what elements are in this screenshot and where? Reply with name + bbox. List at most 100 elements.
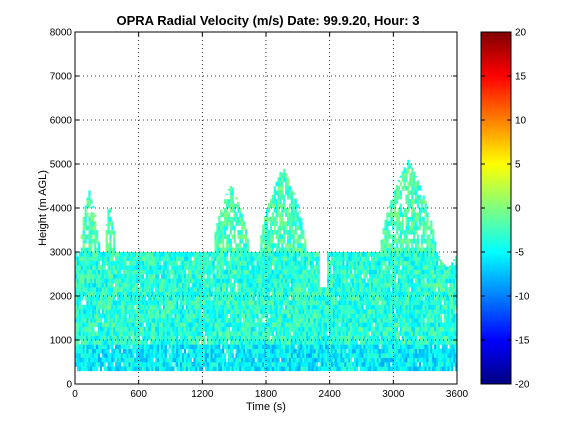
heatmap-cell (244, 274, 248, 279)
heatmap-cell (76, 362, 80, 367)
heatmap-cell (336, 269, 339, 275)
heatmap-cell (357, 322, 360, 328)
heatmap-cell (120, 296, 124, 301)
heatmap-cell (82, 282, 85, 288)
heatmap-cell (390, 340, 393, 345)
heatmap-cell (195, 309, 198, 314)
heatmap-cell (283, 260, 286, 266)
heatmap-cell (342, 335, 345, 341)
heatmap-cell (181, 260, 185, 266)
heatmap-cell (101, 322, 104, 328)
heatmap-cell (308, 353, 311, 358)
heatmap-cell (264, 353, 267, 358)
heatmap-cell (334, 300, 337, 306)
heatmap-cell (279, 256, 282, 262)
heatmap-cell (348, 362, 351, 367)
heatmap-cell (86, 269, 89, 275)
heatmap-cell (330, 322, 334, 328)
heatmap-cell (136, 282, 139, 288)
heatmap-cell (346, 256, 349, 262)
heatmap-cell (231, 234, 234, 240)
heatmap-cell (313, 318, 316, 323)
heatmap-cell (392, 287, 395, 292)
heatmap-cell (176, 322, 179, 328)
heatmap-cell (94, 256, 97, 262)
heatmap-cell (336, 309, 339, 314)
heatmap-cell (315, 326, 318, 332)
heatmap-cell (90, 326, 93, 332)
heatmap-cell (99, 304, 103, 310)
heatmap-cell (380, 362, 383, 367)
heatmap-cell (283, 252, 286, 257)
heatmap-cell (285, 186, 288, 191)
heatmap-cell (361, 287, 364, 292)
heatmap-cell (294, 260, 297, 266)
heatmap-cell (342, 326, 345, 332)
heatmap-cell (365, 344, 368, 350)
heatmap-cell (317, 331, 320, 336)
heatmap-cell (397, 252, 400, 257)
heatmap-cell (151, 348, 154, 354)
heatmap-cell (384, 256, 387, 262)
heatmap-cell (197, 348, 200, 354)
heatmap-cell (397, 234, 400, 240)
heatmap-cell (348, 313, 351, 319)
heatmap-cell (153, 335, 156, 341)
heatmap-cell (130, 256, 133, 262)
heatmap-cell (264, 260, 267, 266)
heatmap-cell (382, 274, 385, 279)
heatmap-cell (281, 274, 284, 279)
heatmap-cell (147, 269, 150, 275)
heatmap-cell (367, 318, 370, 323)
heatmap-cell (338, 265, 341, 270)
heatmap-cell (369, 309, 372, 314)
heatmap-cell (350, 318, 353, 323)
heatmap-cell (374, 348, 378, 354)
heatmap-cell (384, 219, 387, 222)
heatmap-cell (202, 269, 206, 275)
heatmap-cell (231, 187, 234, 191)
heatmap-cell (294, 287, 297, 292)
heatmap-cell (271, 344, 274, 350)
heatmap-cell (193, 340, 196, 345)
heatmap-cell (304, 309, 307, 314)
heatmap-cell (223, 247, 227, 253)
heatmap-cell (254, 287, 257, 292)
heatmap-cell (264, 274, 267, 279)
heatmap-cell (120, 309, 124, 314)
heatmap-cell (306, 322, 309, 328)
heatmap-cell (241, 353, 244, 358)
heatmap-cell (266, 340, 269, 345)
heatmap-cell (220, 278, 223, 284)
heatmap-cell (244, 269, 248, 275)
heatmap-cell (124, 300, 127, 306)
heatmap-cell (244, 256, 248, 262)
heatmap-cell (166, 335, 169, 341)
heatmap-cell (281, 260, 284, 266)
heatmap-cell (170, 326, 173, 332)
heatmap-cell (288, 225, 292, 231)
heatmap-cell (271, 313, 274, 319)
heatmap-cell (317, 322, 320, 328)
heatmap-cell (338, 287, 341, 292)
heatmap-cell (315, 256, 318, 262)
heatmap-cell (355, 274, 358, 279)
heatmap-cell (248, 313, 252, 319)
heatmap-cell (277, 234, 280, 240)
heatmap-cell (281, 177, 284, 182)
heatmap-cell (304, 357, 307, 363)
heatmap-cell (292, 296, 295, 301)
heatmap-cell (283, 287, 286, 292)
heatmap-cell (105, 331, 108, 336)
heatmap-cell (397, 212, 400, 218)
heatmap-cell (281, 335, 284, 341)
heatmap-cell (367, 304, 370, 310)
heatmap-cell (330, 278, 334, 284)
heatmap-cell (180, 252, 183, 257)
heatmap-cell (372, 291, 376, 297)
heatmap-cell (359, 296, 362, 301)
heatmap-cell (162, 313, 166, 319)
heatmap-cell (300, 296, 303, 301)
heatmap-cell (117, 331, 120, 336)
heatmap-cell (206, 340, 209, 345)
